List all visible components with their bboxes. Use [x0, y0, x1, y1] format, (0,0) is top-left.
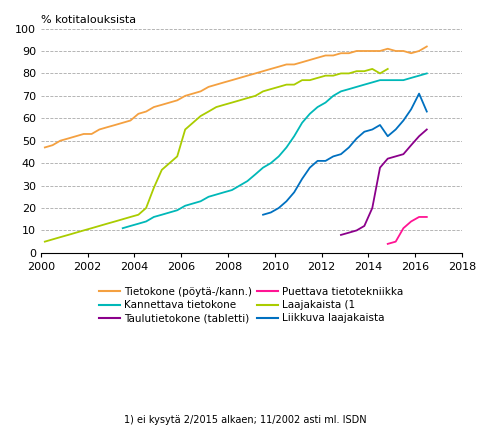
Text: % kotitalouksista: % kotitalouksista	[41, 15, 136, 25]
Text: 1) ei kysytä 2/2015 alkaen; 11/2002 asti ml. ISDN: 1) ei kysytä 2/2015 alkaen; 11/2002 asti…	[124, 415, 367, 425]
Legend: Tietokone (pöytä-/kann.), Kannettava tietokone, Taulutietokone (tabletti), Puett: Tietokone (pöytä-/kann.), Kannettava tie…	[97, 285, 406, 326]
